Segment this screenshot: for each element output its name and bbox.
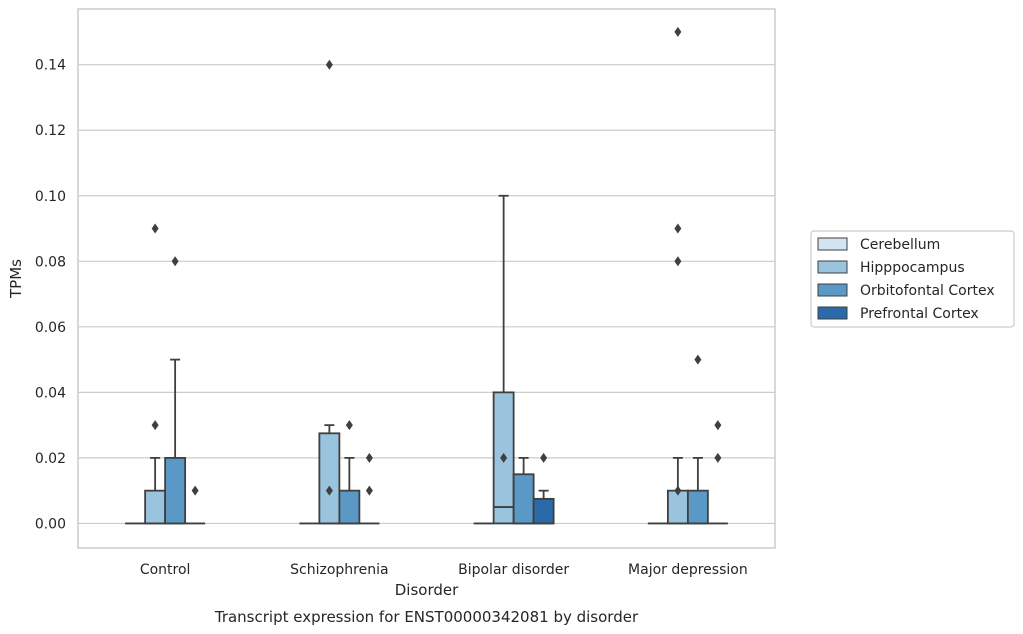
box-prefrontal-cortex-major-depression bbox=[707, 420, 728, 525]
outlier-point bbox=[365, 485, 373, 496]
box-hipppocampus-bipolar-disorder bbox=[492, 194, 515, 525]
box bbox=[512, 473, 535, 525]
y-tick-label: 0.04 bbox=[35, 385, 66, 401]
outlier-point bbox=[151, 420, 159, 431]
box-orbitofontal-cortex-control bbox=[164, 256, 187, 525]
legend-label: Prefrontal Cortex bbox=[860, 306, 979, 322]
outlier-point bbox=[325, 485, 333, 496]
box bbox=[318, 432, 341, 525]
plot-frame bbox=[77, 8, 776, 549]
box bbox=[686, 489, 709, 525]
x-tick-labels: Control Schizophrenia Bipolar disorder Majo… bbox=[140, 562, 748, 578]
x-tick-label: Schizophrenia bbox=[290, 562, 388, 578]
box-hipppocampus-major-depression bbox=[666, 26, 689, 525]
box bbox=[338, 489, 361, 525]
outlier-point bbox=[365, 452, 373, 463]
legend-label: Hipppocampus bbox=[860, 260, 965, 276]
box bbox=[532, 497, 555, 525]
y-tick-label: 0.08 bbox=[35, 254, 66, 270]
box-plot-area bbox=[125, 26, 728, 525]
gridlines bbox=[78, 64, 775, 525]
legend-swatch bbox=[817, 306, 848, 320]
outlier-point bbox=[714, 452, 722, 463]
x-tick-label: Control bbox=[140, 562, 191, 578]
outlier-point bbox=[500, 452, 508, 463]
y-tick-label: 0.00 bbox=[35, 516, 66, 532]
outlier-point bbox=[674, 223, 682, 234]
outlier-point bbox=[345, 420, 353, 431]
legend-swatch bbox=[817, 283, 848, 297]
x-tick-label: Major depression bbox=[628, 562, 748, 578]
box bbox=[164, 456, 187, 525]
outlier-point bbox=[540, 452, 548, 463]
y-tick-label: 0.14 bbox=[35, 58, 66, 74]
box-orbitofontal-cortex-major-depression bbox=[686, 354, 709, 525]
outlier-point bbox=[674, 26, 682, 37]
box-orbitofontal-cortex-bipolar-disorder bbox=[512, 456, 535, 525]
outlier-point bbox=[674, 485, 682, 496]
chart-caption: Transcript expression for ENST0000034208… bbox=[214, 608, 639, 626]
y-tick-label: 0.12 bbox=[35, 123, 66, 139]
outlier-point bbox=[325, 59, 333, 70]
legend-label: Cerebellum bbox=[860, 237, 940, 253]
y-tick-label: 0.10 bbox=[35, 189, 66, 205]
legend-swatch bbox=[817, 237, 848, 251]
y-tick-label: 0.06 bbox=[35, 320, 66, 336]
outlier-point bbox=[191, 485, 199, 496]
outlier-point bbox=[151, 223, 159, 234]
box-prefrontal-cortex-control bbox=[185, 485, 206, 525]
y-axis-label: TPMs bbox=[7, 259, 25, 299]
x-tick-label: Bipolar disorder bbox=[458, 562, 569, 578]
box bbox=[144, 489, 167, 525]
x-axis-label: Disorder bbox=[395, 581, 459, 599]
y-tick-label: 0.02 bbox=[35, 451, 66, 467]
box-orbitofontal-cortex-schizophrenia bbox=[338, 420, 361, 525]
legend-label: Orbitofontal Cortex bbox=[860, 283, 995, 299]
legend-swatch bbox=[817, 260, 848, 274]
outlier-point bbox=[674, 256, 682, 267]
box-prefrontal-cortex-schizophrenia bbox=[359, 452, 380, 525]
outlier-point bbox=[694, 354, 702, 365]
box-hipppocampus-schizophrenia bbox=[318, 59, 341, 525]
legend: Cerebellum Hipppocampus Orbitofontal Corte… bbox=[810, 230, 1015, 328]
outlier-point bbox=[714, 420, 722, 431]
y-tick-labels: 0.00 0.02 0.04 0.06 0.08 0.10 0.12 0.14 bbox=[35, 58, 66, 533]
outlier-point bbox=[171, 256, 179, 267]
box-hipppocampus-control bbox=[144, 223, 167, 525]
legend-frame bbox=[810, 230, 1015, 328]
box-prefrontal-cortex-bipolar-disorder bbox=[532, 452, 555, 525]
